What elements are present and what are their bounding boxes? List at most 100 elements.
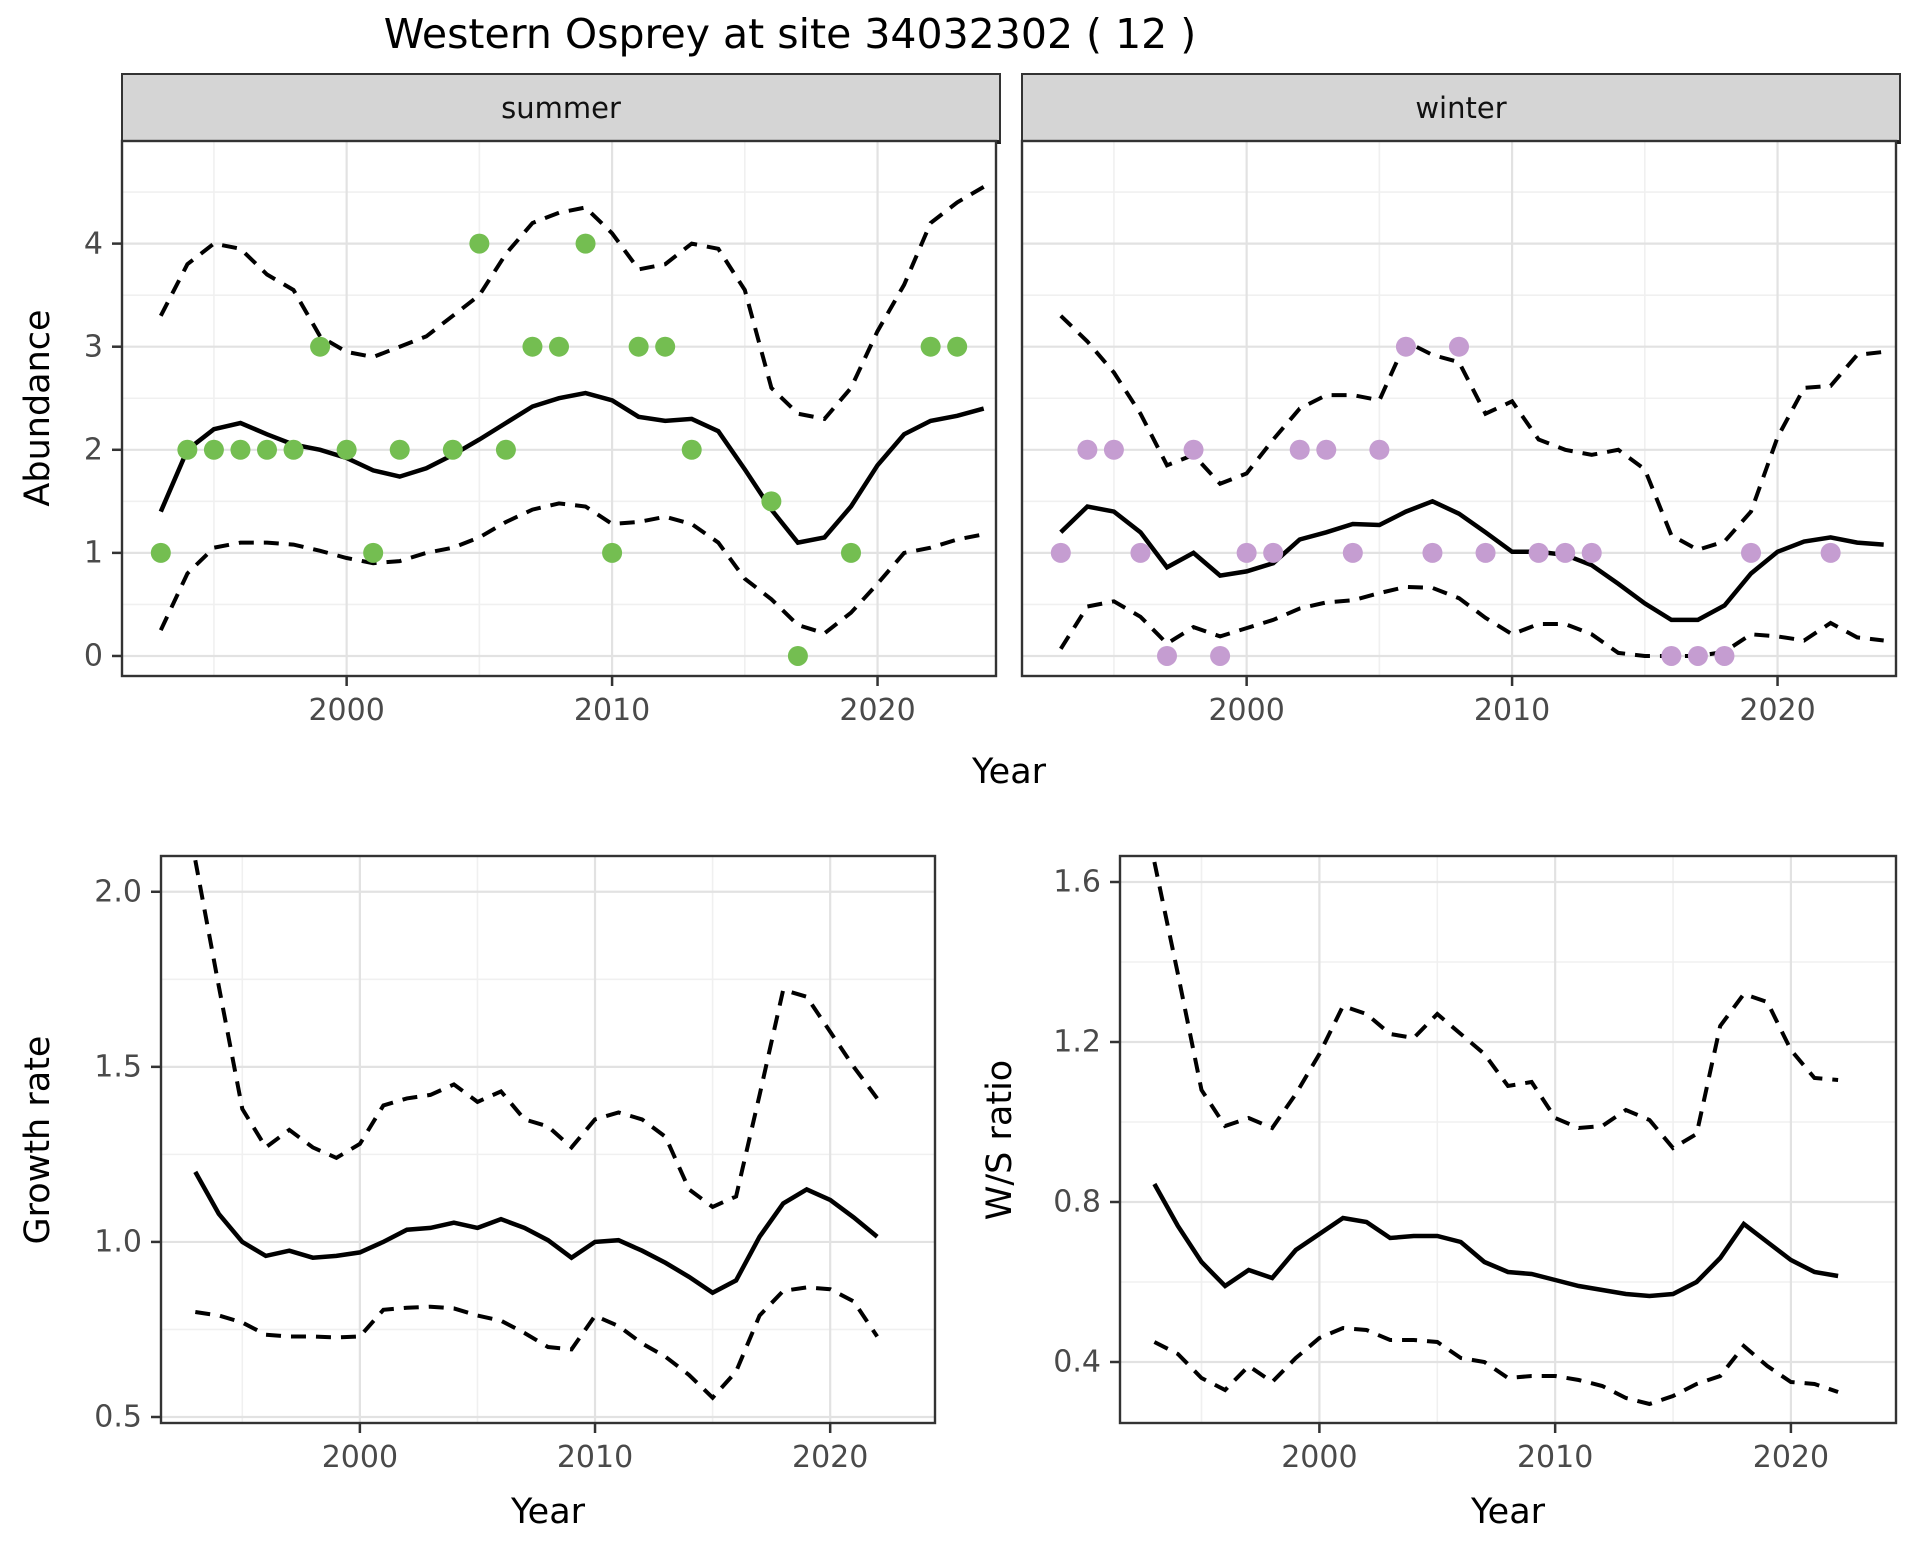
data-point [1581,542,1602,563]
data-point [283,439,304,460]
lower_ci-line [1059,584,1884,658]
y-tick-label: 1.2 [1053,1024,1101,1060]
panel-background [121,140,997,677]
lower_ci-line [158,501,985,636]
data-point [1130,542,1151,563]
data-point [681,439,702,460]
data-point [230,439,251,460]
y-axis-title-abundance: Abundance [18,309,58,507]
data-point [1528,542,1549,563]
y-tick-label: 2.0 [94,874,142,910]
data-point [1183,439,1204,460]
data-point [549,336,569,357]
data-point [1422,542,1443,563]
x-tick-label: 2020 [839,693,916,728]
panel-ws-ratio [1110,854,1898,1433]
y-tick-label: 4 [83,226,103,262]
panel-abundance-winter [1020,139,1898,686]
data-point [177,439,198,460]
x-tick-label: 2000 [1208,693,1285,728]
data-point [150,542,171,563]
data-point [1475,542,1496,563]
data-point [1369,439,1390,460]
data-point [1555,542,1576,563]
data-point [203,439,224,460]
data-point [1210,645,1231,666]
page-title: Western Osprey at site 34032302 ( 12 ) [383,10,1197,58]
data-point [1289,439,1310,460]
data-point [787,645,808,666]
data-point [1449,336,1469,357]
data-point [442,439,463,460]
y-axis-title-growth-rate: Growth rate [18,1035,58,1245]
panel-background [1119,855,1897,1424]
data-point [575,233,596,254]
facet-strip-winter-label: winter [1415,90,1507,125]
data-point [1316,439,1337,460]
upper_ci-line [193,859,879,1210]
y-tick-label: 1.5 [94,1049,142,1085]
data-point [495,439,516,460]
data-point [1103,439,1124,460]
data-point [628,336,649,357]
y-tick-label: 0.8 [1053,1184,1101,1220]
data-point [841,542,861,563]
data-point [257,439,277,460]
panel-border [1020,139,1898,678]
upper_ci-line [1152,861,1839,1151]
data-point [363,542,384,563]
data-point [1157,645,1177,666]
x-axis-title-year-top: Year [971,752,1047,792]
data-point [602,542,623,563]
x-tick-label: 2010 [1473,693,1551,728]
y-tick-label: 0.5 [94,1399,142,1435]
data-point [1077,439,1098,460]
x-tick-label: 2020 [1739,693,1816,728]
upper_ci-line [159,185,985,422]
y-tick-label: 2 [83,432,103,468]
data-point [1263,542,1284,563]
panel-border [1118,854,1898,1425]
data-point [1395,336,1416,357]
data-point [920,336,941,357]
y-axis-title-ws-ratio: W/S ratio [980,1059,1020,1221]
mean-line [193,1170,879,1296]
data-point [655,336,676,357]
data-point [1050,542,1071,563]
facet-strip-winter: winter [1021,73,1901,144]
mean-line [1152,1182,1839,1299]
data-point [522,336,543,357]
panel-border [159,854,937,1425]
data-point [761,491,782,512]
data-point [1661,645,1682,666]
y-tick-label: 0.4 [1053,1344,1101,1380]
x-axis-title-year-growth: Year [510,1492,586,1532]
y-tick-label: 0 [83,638,103,674]
data-point [1687,645,1708,666]
data-point [336,439,357,460]
data-point [947,336,968,357]
y-tick-label: 1.6 [1053,864,1101,900]
x-tick-label: 2000 [321,1440,399,1475]
x-tick-label: 2010 [1516,1440,1594,1475]
facet-strip-summer-label: summer [501,90,621,125]
data-point [1741,542,1761,563]
lower_ci-line [195,1285,879,1401]
x-tick-label: 2020 [1752,1440,1830,1475]
x-tick-label: 2000 [308,693,385,728]
mean-line [1059,498,1884,623]
data-point [1714,645,1735,666]
y-tick-label: 3 [83,329,103,365]
upper_ci-line [1059,314,1884,552]
x-tick-label: 2010 [556,1440,634,1475]
data-point [1236,542,1257,563]
panel-background [1021,140,1897,677]
y-tick-label: 1.0 [94,1224,142,1260]
x-tick-label: 2000 [1281,1440,1358,1475]
lower_ci-line [1153,1325,1839,1407]
data-point [389,439,410,460]
data-point [1820,542,1841,563]
x-tick-label: 2010 [573,693,651,728]
facet-strip-summer: summer [121,73,1001,144]
